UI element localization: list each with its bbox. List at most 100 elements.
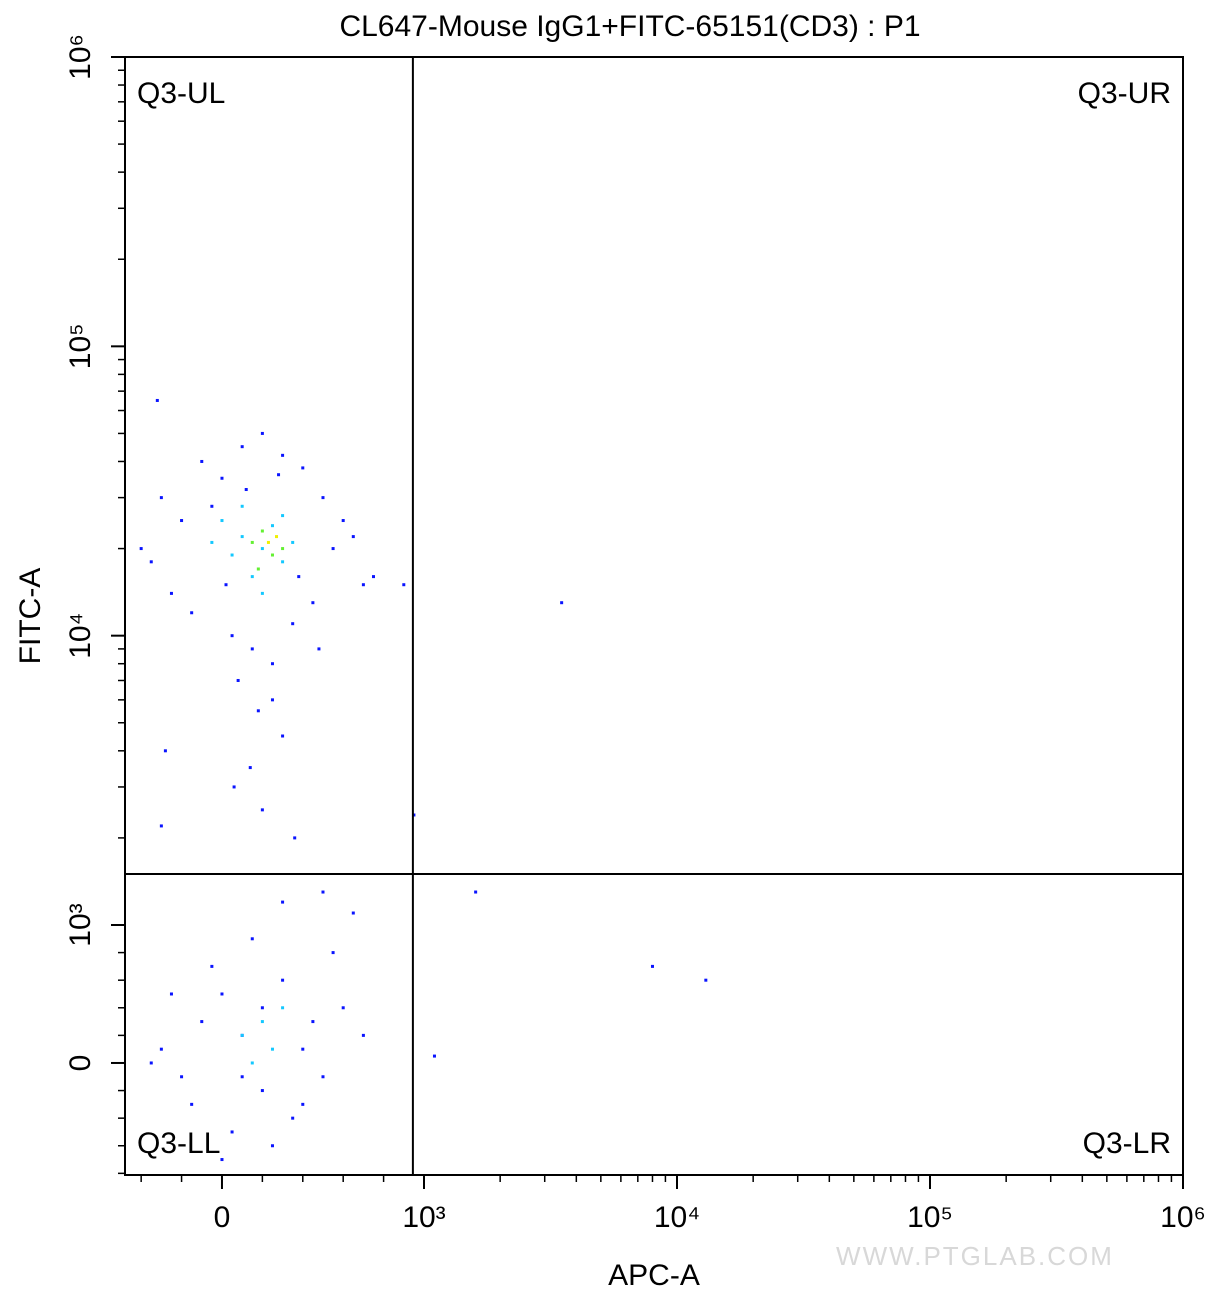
point	[275, 535, 279, 539]
point	[240, 445, 244, 449]
point	[230, 634, 234, 638]
y-axis-label: FITC-A	[14, 568, 47, 665]
point	[301, 1047, 305, 1051]
point	[220, 519, 224, 523]
point	[244, 488, 248, 492]
point	[402, 583, 406, 587]
point	[281, 900, 285, 904]
point	[250, 937, 254, 941]
point	[250, 647, 254, 651]
point	[159, 1047, 163, 1051]
point	[281, 547, 285, 551]
point	[260, 431, 264, 435]
plot-frame	[124, 56, 1184, 1176]
point	[361, 1033, 365, 1037]
point	[311, 1020, 315, 1024]
point	[190, 611, 194, 615]
point	[301, 1102, 305, 1106]
point	[293, 836, 297, 840]
chart-title: CL647-Mouse IgG1+FITC-65151(CD3) : P1	[339, 10, 920, 43]
x-tick-label: 0	[214, 1201, 231, 1234]
point	[412, 813, 416, 817]
point	[704, 978, 708, 982]
point	[260, 1020, 264, 1024]
point	[248, 766, 252, 770]
point	[474, 890, 478, 894]
point	[210, 964, 214, 968]
y-tick-label: 0	[64, 1055, 97, 1072]
point	[210, 504, 214, 508]
point	[341, 1006, 345, 1010]
point	[180, 519, 184, 523]
point	[224, 583, 228, 587]
x-tick-label: 10⁴	[654, 1201, 700, 1234]
point	[321, 890, 325, 894]
point	[331, 951, 335, 955]
watermark: WWW.PTGLAB.COM	[836, 1241, 1114, 1271]
point	[266, 540, 270, 544]
point	[155, 398, 159, 402]
point	[371, 575, 375, 579]
point	[250, 1061, 254, 1065]
point	[200, 1020, 204, 1024]
x-axis-label: APC-A	[608, 1259, 700, 1292]
x-tick-label: 10⁵	[907, 1201, 953, 1234]
point	[220, 476, 224, 480]
point	[232, 785, 236, 789]
point	[281, 1006, 285, 1010]
point	[311, 601, 315, 605]
x-tick-label: 10³	[402, 1201, 445, 1234]
point	[270, 1144, 274, 1148]
point	[270, 553, 274, 557]
point	[331, 547, 335, 551]
point	[291, 540, 295, 544]
y-tick-label: 10³	[64, 903, 97, 946]
point	[169, 992, 173, 996]
point	[163, 749, 167, 753]
point	[270, 662, 274, 666]
point	[240, 1033, 244, 1037]
point	[270, 524, 274, 528]
point	[149, 560, 153, 564]
point	[341, 519, 345, 523]
point	[220, 1158, 224, 1162]
point	[240, 1075, 244, 1079]
point	[256, 709, 260, 713]
point	[260, 529, 264, 533]
point	[291, 622, 295, 626]
point	[432, 1054, 436, 1058]
point	[210, 540, 214, 544]
point	[250, 540, 254, 544]
point	[180, 1075, 184, 1079]
quadrant-label: Q3-UL	[137, 77, 225, 110]
point	[260, 808, 264, 812]
point	[256, 567, 260, 571]
point	[230, 1130, 234, 1134]
point	[321, 496, 325, 500]
point	[200, 459, 204, 463]
point	[250, 575, 254, 579]
point	[169, 591, 173, 595]
point	[236, 678, 240, 682]
point	[281, 560, 285, 564]
point	[139, 547, 143, 551]
point	[351, 911, 355, 915]
point	[301, 466, 305, 470]
point	[281, 514, 285, 518]
point	[351, 535, 355, 539]
point	[159, 496, 163, 500]
point	[560, 601, 564, 605]
point	[321, 1075, 325, 1079]
point	[220, 992, 224, 996]
point	[270, 1047, 274, 1051]
point	[260, 1089, 264, 1093]
point	[277, 473, 281, 477]
y-tick-label: 10⁴	[64, 613, 97, 659]
point	[270, 698, 274, 702]
y-tick-label: 10⁶	[64, 34, 97, 80]
point	[297, 575, 301, 579]
point	[361, 583, 365, 587]
point	[291, 1116, 295, 1120]
point	[260, 591, 264, 595]
